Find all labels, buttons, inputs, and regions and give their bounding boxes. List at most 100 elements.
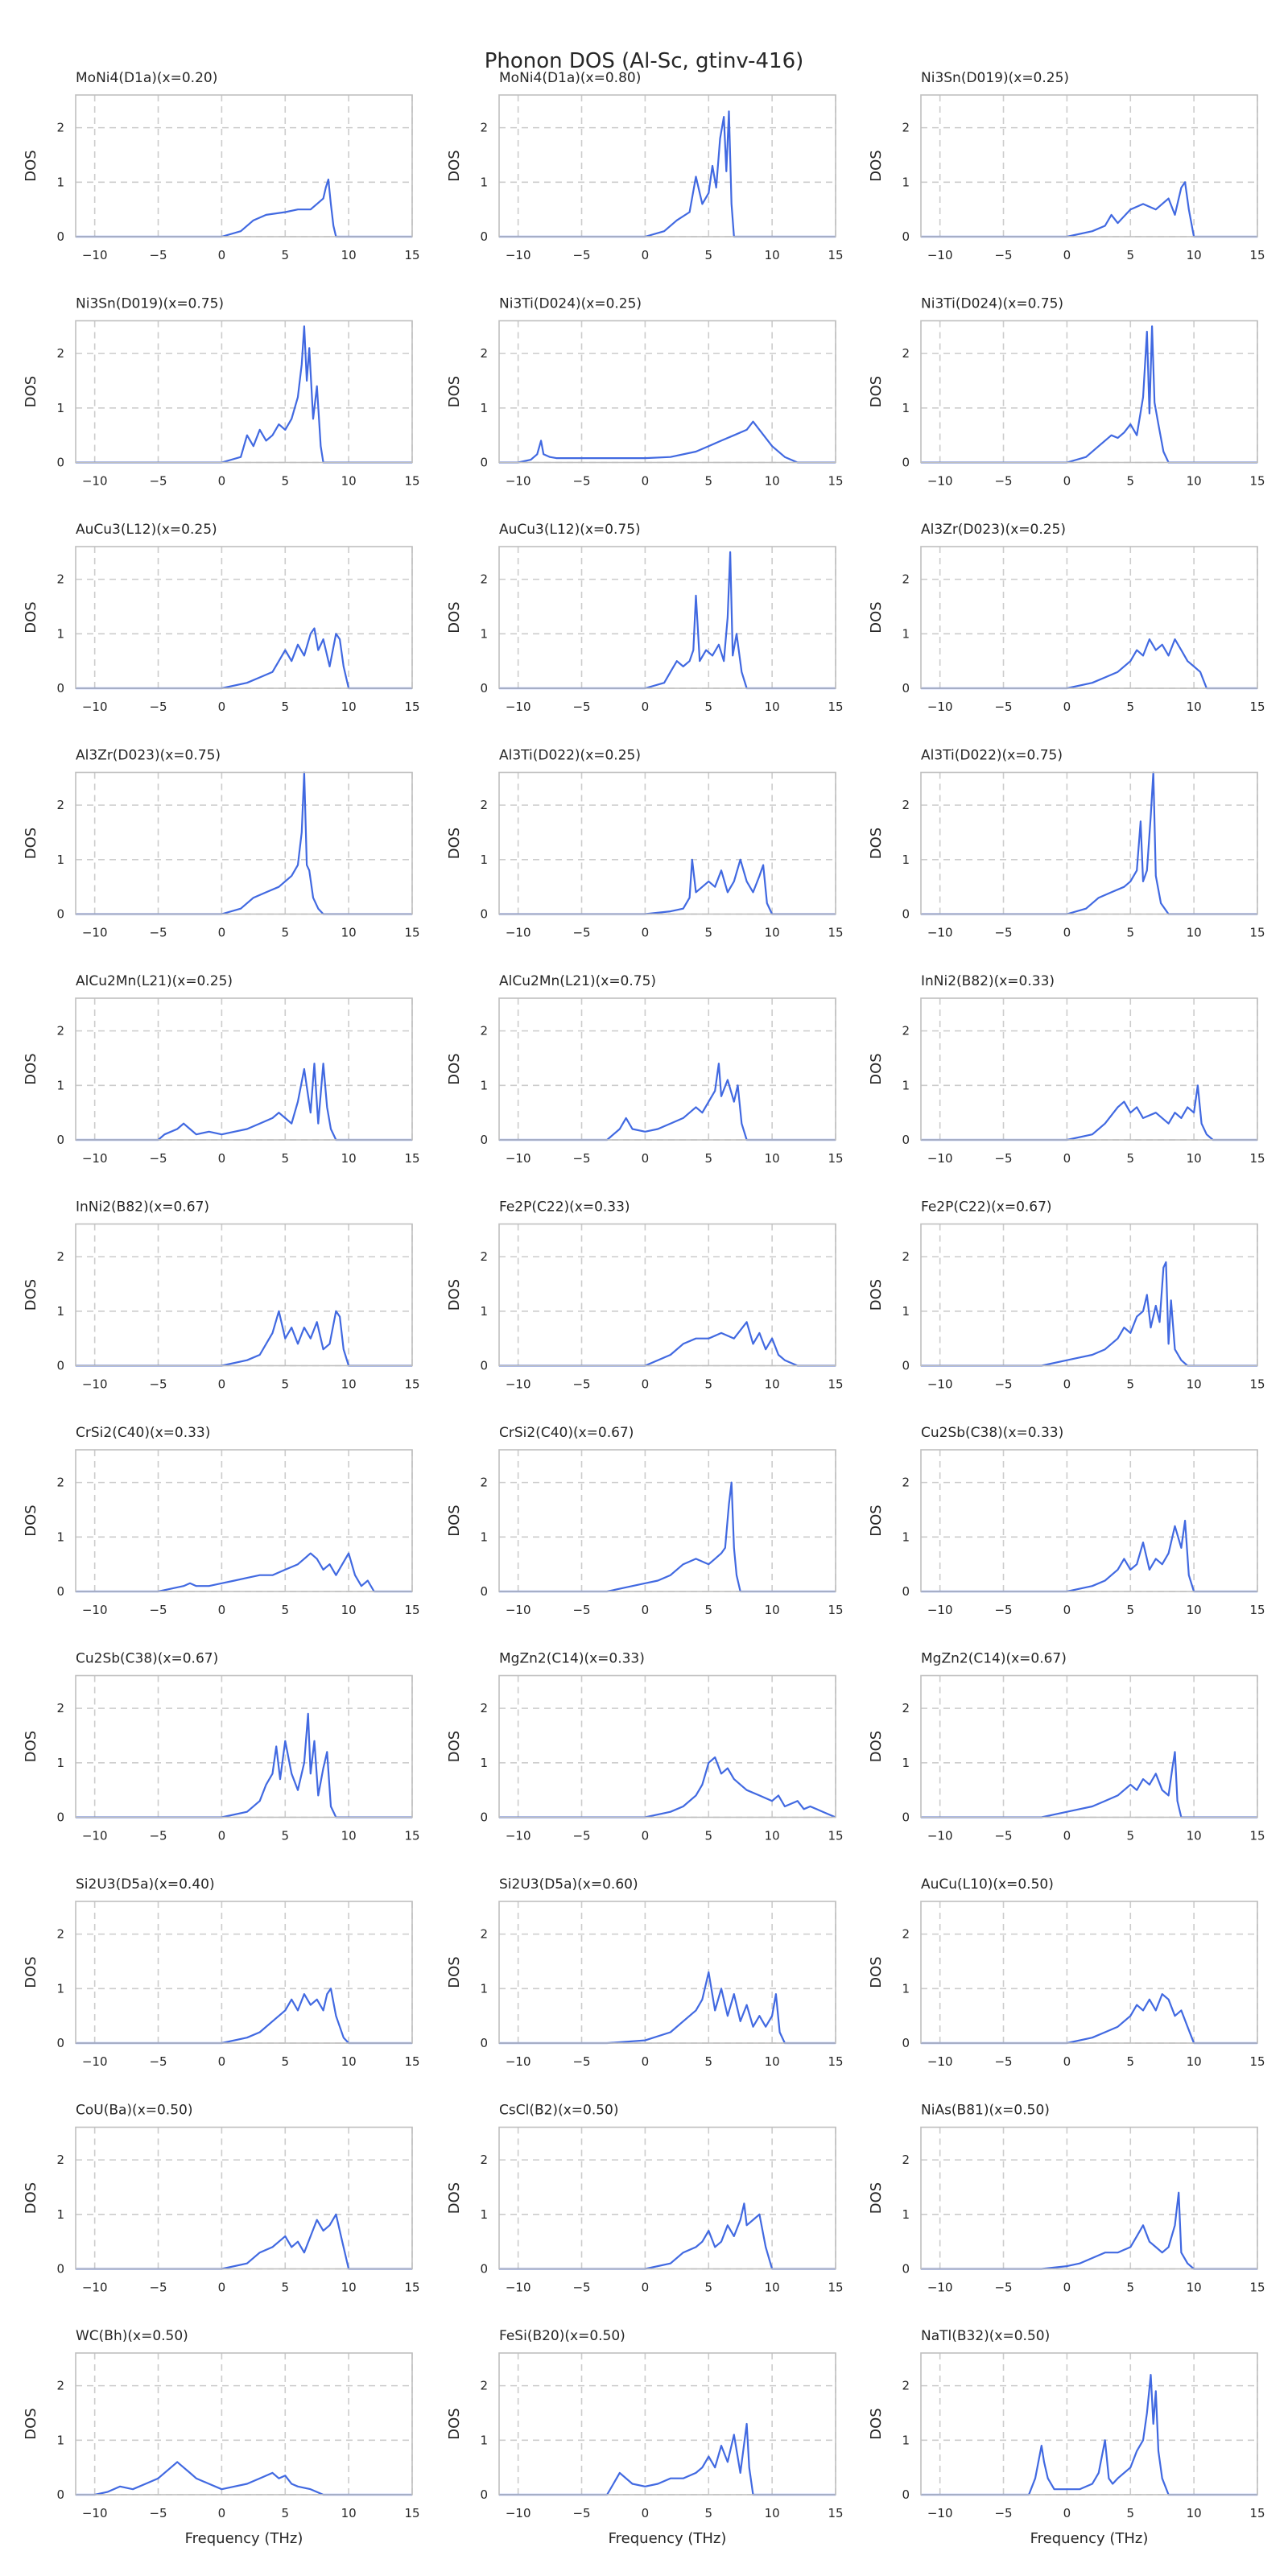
y-axis-label: DOS xyxy=(23,1279,39,1311)
panel: −10 −5 0 5 10 15 0 1 2 Ni3Ti(D024)(x=0.25) DOS xyxy=(446,296,844,489)
y-tick-label: 1 xyxy=(480,1078,488,1092)
y-axis-label: DOS xyxy=(23,1956,39,1988)
x-tick-label: 10 xyxy=(341,926,357,940)
plot-area xyxy=(921,95,1257,237)
x-tick-label: −5 xyxy=(994,2054,1012,2069)
x-tick-label: −5 xyxy=(572,1151,590,1166)
y-tick-label: 1 xyxy=(902,1981,910,1996)
panel: −10 −5 0 5 10 15 0 1 2 CoU(Ba)(x=0.50) DOS xyxy=(23,2103,420,2295)
y-tick-label: 1 xyxy=(56,2207,64,2222)
y-tick-label: 0 xyxy=(480,229,488,244)
x-tick-label: −5 xyxy=(572,1603,590,1617)
x-tick-label: −5 xyxy=(149,1603,167,1617)
y-tick-label: 2 xyxy=(902,572,910,587)
x-tick-label: 0 xyxy=(642,926,650,940)
x-tick-label: 0 xyxy=(642,1151,650,1166)
x-tick-label: 10 xyxy=(1187,2281,1202,2295)
panel: −10 −5 0 5 10 15 0 1 2 Cu2Sb(C38)(x=0.33) DOS xyxy=(868,1425,1265,1617)
plot-area xyxy=(76,772,412,914)
x-tick-label: 10 xyxy=(1187,474,1202,489)
x-tick-label: 5 xyxy=(1126,1603,1134,1617)
panel-title: FeSi(B20)(x=0.50) xyxy=(499,2328,625,2344)
plot-area xyxy=(921,2353,1257,2495)
x-tick-label: 5 xyxy=(1126,700,1134,714)
plot-area xyxy=(76,95,412,237)
panel: −10 −5 0 5 10 15 0 1 2 AuCu(L10)(x=0.50) DOS xyxy=(868,1876,1265,2069)
x-tick-label: 15 xyxy=(1249,2054,1265,2069)
panel-title: NaTl(B32)(x=0.50) xyxy=(921,2328,1050,2344)
axes-frame xyxy=(498,320,836,464)
x-tick-label: 5 xyxy=(281,2281,289,2295)
x-tick-label: 5 xyxy=(704,1829,712,1843)
x-tick-label: −10 xyxy=(82,1151,108,1166)
y-tick-label: 0 xyxy=(480,456,488,470)
y-axis-label: DOS xyxy=(446,1279,463,1311)
axes-frame xyxy=(498,94,836,237)
axes-frame xyxy=(75,320,413,464)
dos-line xyxy=(76,325,412,464)
dos-line xyxy=(499,420,836,464)
x-tick-label: −10 xyxy=(82,700,108,714)
x-axis-label: Frequency (THz) xyxy=(1030,2530,1149,2547)
y-axis-label: DOS xyxy=(868,2408,885,2439)
panel-title: Si2U3(D5a)(x=0.40) xyxy=(76,1876,215,1893)
x-tick-label: 15 xyxy=(404,1603,419,1617)
y-tick-label: 0 xyxy=(902,1133,910,1147)
y-tick-label: 1 xyxy=(902,175,910,189)
x-tick-label: 0 xyxy=(218,2054,226,2069)
x-tick-label: 10 xyxy=(341,2054,357,2069)
x-tick-label: −10 xyxy=(927,1603,953,1617)
y-axis-label: DOS xyxy=(23,150,39,181)
axes-frame xyxy=(498,2126,836,2270)
x-tick-label: 5 xyxy=(281,248,289,262)
x-tick-label: 15 xyxy=(404,926,419,940)
x-tick-label: 15 xyxy=(1249,926,1265,940)
y-tick-label: 0 xyxy=(480,907,488,922)
x-tick-label: −10 xyxy=(82,1829,108,1843)
x-tick-label: −5 xyxy=(149,248,167,262)
x-tick-label: 5 xyxy=(281,926,289,940)
plot-area xyxy=(921,1450,1257,1591)
x-tick-label: −5 xyxy=(994,2506,1012,2520)
dos-line xyxy=(499,1481,836,1593)
plot-area xyxy=(921,998,1257,1140)
x-tick-label: 5 xyxy=(1126,1829,1134,1843)
plot-area xyxy=(499,2353,836,2495)
x-tick-label: 10 xyxy=(1187,248,1202,262)
y-axis-label: DOS xyxy=(446,1053,463,1084)
y-tick-label: 2 xyxy=(480,2153,488,2167)
y-tick-label: 0 xyxy=(56,1810,64,1825)
plot-area xyxy=(921,320,1257,463)
y-axis-label: DOS xyxy=(868,1053,885,1084)
y-tick-label: 1 xyxy=(902,1304,910,1319)
panel-title: Al3Zr(D023)(x=0.75) xyxy=(76,748,221,764)
y-tick-label: 0 xyxy=(56,907,64,922)
x-tick-label: −5 xyxy=(994,1603,1012,1617)
y-tick-label: 2 xyxy=(480,1701,488,1715)
x-tick-label: 0 xyxy=(1063,2281,1071,2295)
x-tick-label: −10 xyxy=(927,2506,953,2520)
x-tick-label: 0 xyxy=(1063,1151,1071,1166)
x-axis-label: Frequency (THz) xyxy=(609,2530,727,2547)
x-tick-label: 10 xyxy=(765,248,780,262)
y-tick-label: 0 xyxy=(56,2262,64,2277)
panel: −10 −5 0 5 10 15 0 1 2 WC(Bh)(x=0.50) DOS Frequency… xyxy=(23,2328,420,2547)
panel-title: Cu2Sb(C38)(x=0.67) xyxy=(76,1651,218,1667)
y-tick-label: 0 xyxy=(902,456,910,470)
y-axis-label: DOS xyxy=(23,2182,39,2214)
x-axis-label: Frequency (THz) xyxy=(185,2530,303,2547)
y-tick-label: 0 xyxy=(902,2487,910,2502)
y-tick-label: 1 xyxy=(56,1078,64,1092)
y-tick-label: 0 xyxy=(56,1133,64,1147)
x-tick-label: −10 xyxy=(506,700,531,714)
x-tick-label: 10 xyxy=(341,1829,357,1843)
panel: −10 −5 0 5 10 15 0 1 2 CsCl(B2)(x=0.50) DOS xyxy=(446,2103,844,2295)
y-tick-label: 2 xyxy=(56,121,64,135)
y-axis-label: DOS xyxy=(23,376,39,407)
y-tick-label: 2 xyxy=(480,1249,488,1264)
panel: −10 −5 0 5 10 15 0 1 2 MgZn2(C14)(x=0.33) DOS xyxy=(446,1651,844,1843)
axes-frame xyxy=(498,546,836,689)
x-tick-label: 10 xyxy=(341,2506,357,2520)
dos-line xyxy=(76,2213,412,2270)
panel-title: Al3Ti(D022)(x=0.75) xyxy=(921,748,1063,764)
